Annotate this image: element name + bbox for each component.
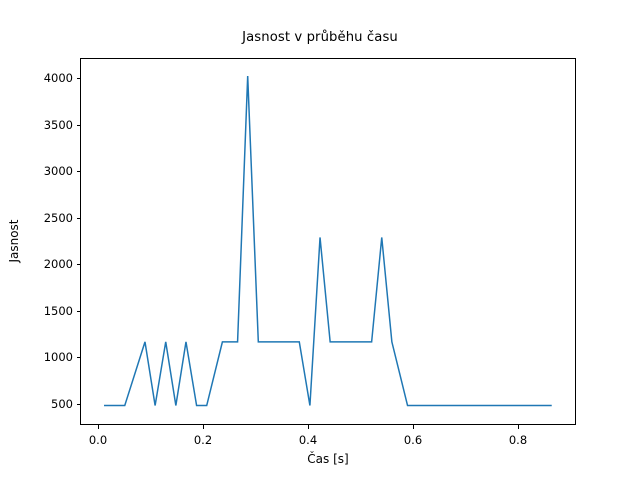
- y-tick-label: 2000: [43, 257, 73, 271]
- chart-title: Jasnost v průběhu času: [242, 30, 398, 45]
- x-tick-label: 0.4: [298, 433, 318, 447]
- data-line-svg: [104, 76, 552, 407]
- y-tick-label: 3000: [43, 164, 73, 178]
- y-tick-mark: [76, 218, 80, 220]
- plot-area: [80, 58, 576, 425]
- x-axis-label: Čas [s]: [307, 452, 349, 466]
- x-tick-label: 0.6: [403, 433, 423, 447]
- x-tick-mark: [413, 425, 415, 429]
- y-tick-mark: [76, 125, 80, 127]
- y-tick-mark: [76, 357, 80, 359]
- y-tick-mark: [76, 171, 80, 173]
- y-axis-label: Jasnost: [7, 219, 21, 263]
- y-tick-label: 1500: [43, 304, 73, 318]
- y-tick-label: 1000: [43, 350, 73, 364]
- y-tick-mark: [76, 78, 80, 80]
- y-tick-mark: [76, 311, 80, 313]
- x-tick-mark: [98, 425, 100, 429]
- x-tick-label: 0.2: [193, 433, 213, 447]
- y-tick-label: 2500: [43, 211, 73, 225]
- x-tick-mark: [308, 425, 310, 429]
- x-tick-mark: [203, 425, 205, 429]
- y-tick-mark: [76, 404, 80, 406]
- x-tick-mark: [518, 425, 520, 429]
- y-tick-label: 500: [51, 397, 73, 411]
- x-tick-label: 0.0: [88, 433, 108, 447]
- y-tick-mark: [76, 264, 80, 266]
- brightness-line-series: [104, 76, 552, 407]
- y-tick-label: 3500: [43, 118, 73, 132]
- x-tick-label: 0.8: [508, 433, 528, 447]
- y-tick-label: 4000: [43, 71, 73, 85]
